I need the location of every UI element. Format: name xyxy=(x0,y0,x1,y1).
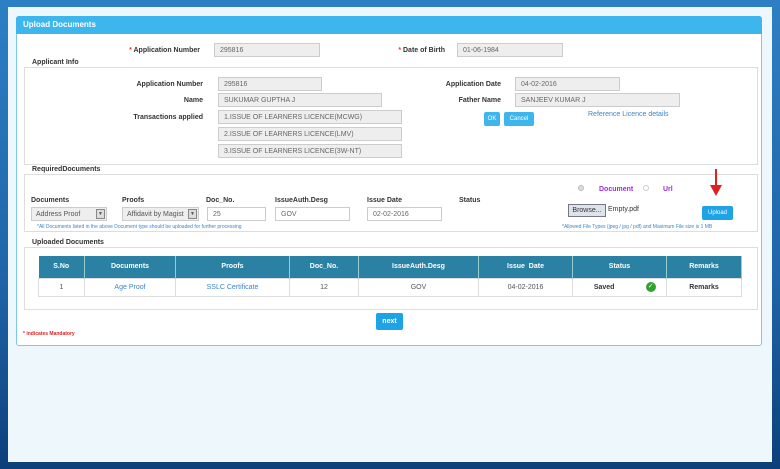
column-header: Proofs xyxy=(175,256,290,278)
document-radio-label: Document xyxy=(599,186,634,193)
date-cell: 04-02-2016 xyxy=(478,277,573,297)
check-circle-icon: ✓ xyxy=(645,282,656,292)
column-header: Status xyxy=(572,256,667,278)
app-date-field[interactable]: 04-02-2016 xyxy=(515,77,620,91)
app-date-label: Application Date xyxy=(445,81,501,88)
app-number-field[interactable]: 295816 xyxy=(218,77,322,91)
table-row: 1 Age Proof SSLC Certificate 12 GOV 04-0… xyxy=(38,277,742,297)
document-radio[interactable] xyxy=(578,185,584,191)
father-name-label: Father Name xyxy=(458,97,501,104)
cancel-button[interactable]: Cancel xyxy=(504,112,534,126)
transaction-field[interactable]: 1.ISSUE OF LEARNERS LICENCE(MCWG) xyxy=(218,110,402,124)
selected-value: Affidavit by Magist xyxy=(127,211,184,218)
proofs-select[interactable]: Affidavit by Magist ▼ xyxy=(122,207,199,221)
next-button[interactable]: next xyxy=(376,313,403,330)
docno-cell: 12 xyxy=(289,277,359,297)
uploaded-documents-legend: Uploaded Documents xyxy=(32,239,110,246)
mandatory-note: * indicates Mandatory xyxy=(23,331,75,337)
doc-no-label: Doc_No. xyxy=(206,197,235,204)
url-radio[interactable] xyxy=(643,185,649,191)
ok-button[interactable]: OK xyxy=(484,112,500,126)
required-marker: * xyxy=(398,47,402,54)
panel-title: Upload Documents xyxy=(16,16,762,34)
app-number-label: Application Number xyxy=(136,81,203,88)
file-name: Empty.pdf xyxy=(608,206,639,213)
dob-field[interactable]: 01-06-1984 xyxy=(457,43,563,57)
required-documents-legend: RequiredDocuments xyxy=(32,166,107,173)
document-link[interactable]: Age Proof xyxy=(84,277,176,297)
uploaded-documents-table: S.No Documents Proofs Doc_No. IssueAuth.… xyxy=(38,256,742,297)
issue-date-input[interactable]: 02-02-2016 xyxy=(367,207,442,221)
remarks-cell[interactable]: Remarks xyxy=(666,277,742,297)
issue-auth-input[interactable]: GOV xyxy=(275,207,350,221)
application-number-label: * Application Number xyxy=(100,47,200,54)
transactions-label: Transactions applied xyxy=(133,114,203,121)
required-documents-box xyxy=(24,174,758,232)
label-text: Application Number xyxy=(133,47,200,54)
father-name-field[interactable]: SANJEEV KUMAR J xyxy=(515,93,680,107)
status-cell: Saved xyxy=(572,277,636,297)
browse-button[interactable]: Browse... xyxy=(568,204,606,217)
transaction-field[interactable]: 3.ISSUE OF LEARNERS LICENCE(3W-NT) xyxy=(218,144,402,158)
reference-licence-link[interactable]: Reference Licence details xyxy=(588,111,669,118)
dropdown-arrow-icon[interactable]: ▼ xyxy=(96,209,105,219)
application-number-field[interactable]: 295816 xyxy=(214,43,320,57)
issue-auth-label: IssueAuth.Desg xyxy=(275,197,328,204)
label-text: Date of Birth xyxy=(403,47,445,54)
status-icon-cell: ✓ xyxy=(635,277,668,297)
table-header-row: S.No Documents Proofs Doc_No. IssueAuth.… xyxy=(38,256,742,278)
dropdown-arrow-icon[interactable]: ▼ xyxy=(188,209,197,219)
status-label: Status xyxy=(459,197,481,204)
auth-cell: GOV xyxy=(358,277,479,297)
documents-select[interactable]: Address Proof ▼ xyxy=(31,207,107,221)
url-radio-label: Url xyxy=(663,186,673,193)
column-header: Issue Date xyxy=(478,256,573,278)
doc-no-input[interactable]: 25 xyxy=(207,207,266,221)
proofs-label: Proofs xyxy=(122,197,145,204)
upload-button[interactable]: Upload xyxy=(702,206,733,220)
column-header: S.No xyxy=(38,256,85,278)
column-header: Doc_No. xyxy=(289,256,359,278)
selected-value: Address Proof xyxy=(36,211,81,218)
required-marker: * xyxy=(129,47,132,54)
name-field[interactable]: SUKUMAR GUPTHA J xyxy=(218,93,382,107)
name-label: Name xyxy=(183,97,203,104)
documents-label: Documents xyxy=(31,197,70,204)
proof-link[interactable]: SSLC Certificate xyxy=(175,277,290,297)
red-arrow-icon xyxy=(710,169,722,196)
file-types-note: *Allowed File Types (jpeg / jpg / pdf) a… xyxy=(562,224,713,230)
column-header: IssueAuth.Desg xyxy=(358,256,479,278)
sno-cell: 1 xyxy=(38,277,85,297)
dob-label: * Date of Birth xyxy=(345,47,445,54)
transaction-field[interactable]: 2.ISSUE OF LEARNERS LICENCE(LMV) xyxy=(218,127,402,141)
issue-date-label: Issue Date xyxy=(367,197,403,204)
column-header: Remarks xyxy=(666,256,742,278)
column-header: Documents xyxy=(84,256,176,278)
documents-note: *All Documents listed in the above Docum… xyxy=(37,224,242,230)
applicant-info-legend: Applicant Info xyxy=(32,59,85,66)
